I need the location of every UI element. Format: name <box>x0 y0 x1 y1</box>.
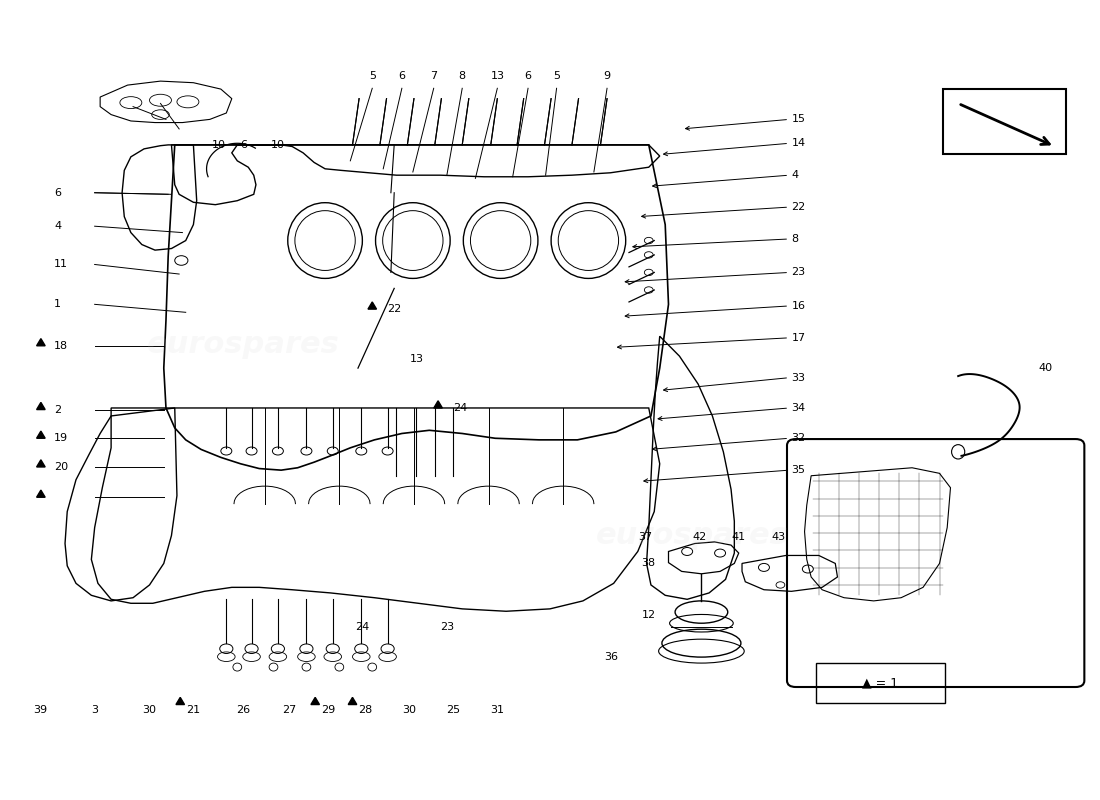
Text: 1: 1 <box>54 299 62 310</box>
Polygon shape <box>433 401 442 408</box>
Text: 6: 6 <box>398 71 406 81</box>
Text: 8: 8 <box>459 71 465 81</box>
Text: 5: 5 <box>368 71 376 81</box>
Text: 6: 6 <box>241 140 248 150</box>
Bar <box>815 663 945 703</box>
Text: 2: 2 <box>54 405 62 414</box>
Text: 13: 13 <box>409 354 424 363</box>
Text: 21: 21 <box>186 705 200 714</box>
Text: 24: 24 <box>453 403 468 413</box>
Text: 19: 19 <box>54 434 68 443</box>
Text: 42: 42 <box>692 532 706 542</box>
Text: 4: 4 <box>54 222 62 231</box>
Bar <box>943 89 1066 154</box>
Text: 31: 31 <box>491 705 504 714</box>
Polygon shape <box>311 698 319 705</box>
Text: 25: 25 <box>447 705 461 714</box>
Text: 6: 6 <box>525 71 531 81</box>
Polygon shape <box>36 460 45 467</box>
Polygon shape <box>349 698 356 705</box>
Text: 27: 27 <box>282 705 296 714</box>
Polygon shape <box>368 302 376 309</box>
Text: 9: 9 <box>604 71 611 81</box>
Text: 17: 17 <box>791 333 805 343</box>
Text: 10: 10 <box>212 140 227 150</box>
Text: 22: 22 <box>791 202 805 212</box>
Text: 16: 16 <box>791 301 805 311</box>
Text: 30: 30 <box>143 705 156 714</box>
Text: 33: 33 <box>791 373 805 382</box>
Text: 37: 37 <box>638 532 652 542</box>
Text: 41: 41 <box>732 532 746 542</box>
Text: eurospares: eurospares <box>146 330 339 358</box>
Text: 18: 18 <box>54 341 68 350</box>
Polygon shape <box>36 338 45 346</box>
Text: 36: 36 <box>604 652 618 662</box>
Text: 20: 20 <box>54 462 68 472</box>
Polygon shape <box>36 402 45 410</box>
Text: 23: 23 <box>440 622 454 632</box>
Text: 35: 35 <box>791 465 805 475</box>
Text: 39: 39 <box>33 705 47 714</box>
Text: 30: 30 <box>403 705 417 714</box>
Text: eurospares: eurospares <box>596 521 789 550</box>
Text: 32: 32 <box>791 434 805 443</box>
Polygon shape <box>36 490 45 498</box>
Text: 5: 5 <box>553 71 560 81</box>
Text: 40: 40 <box>1038 363 1053 373</box>
Text: 10: 10 <box>272 140 285 150</box>
Text: 26: 26 <box>235 705 250 714</box>
Text: 15: 15 <box>791 114 805 124</box>
Text: 12: 12 <box>641 610 656 620</box>
Text: 34: 34 <box>791 403 805 413</box>
Text: 3: 3 <box>91 705 98 714</box>
Text: ▲ = 1: ▲ = 1 <box>862 677 899 690</box>
Text: 7: 7 <box>430 71 438 81</box>
Polygon shape <box>36 431 45 438</box>
Text: 38: 38 <box>641 558 656 569</box>
Text: 23: 23 <box>791 267 805 278</box>
Text: 6: 6 <box>54 188 62 198</box>
Text: 8: 8 <box>791 234 799 244</box>
Text: 14: 14 <box>791 138 805 148</box>
Polygon shape <box>176 698 185 705</box>
Text: 11: 11 <box>54 259 68 270</box>
Text: 13: 13 <box>491 71 504 81</box>
Text: 22: 22 <box>387 304 402 314</box>
Text: 28: 28 <box>359 705 373 714</box>
Text: 4: 4 <box>791 170 799 180</box>
Text: 43: 43 <box>771 532 785 542</box>
Text: 24: 24 <box>354 622 368 632</box>
Text: 29: 29 <box>321 705 336 714</box>
